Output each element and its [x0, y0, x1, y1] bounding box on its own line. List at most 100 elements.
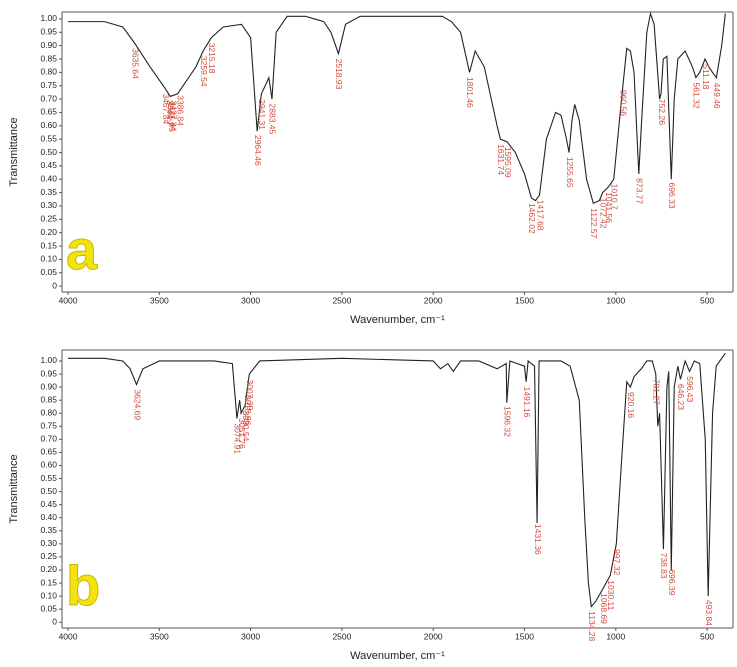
peak-label: 873.77: [635, 178, 645, 204]
y-tick-label: 0: [52, 280, 57, 290]
peak-label: 3259.54: [199, 56, 209, 87]
y-axis-label: Transmittance: [8, 117, 20, 186]
y-axis-label: Transmittance: [8, 454, 20, 523]
peak-label: 3215.18: [207, 43, 217, 74]
y-tick-label: 0.70: [40, 434, 57, 444]
y-tick-label: 0.85: [40, 53, 57, 63]
peak-label: 781.27: [651, 379, 661, 405]
y-tick-label: 0.15: [40, 240, 57, 250]
y-tick-label: 0.70: [40, 93, 57, 103]
y-tick-label: 0.75: [40, 80, 57, 90]
peak-label: 997.32: [612, 549, 622, 575]
panel-label: b: [66, 554, 100, 617]
peak-label: 1631.74: [496, 144, 506, 175]
y-tick-label: 0.60: [40, 460, 57, 470]
y-tick-label: 0.05: [40, 267, 57, 277]
peak-label: 3018.96: [243, 395, 253, 426]
peak-label: 2518.93: [334, 59, 344, 90]
peak-label: 2941.31: [257, 99, 267, 130]
y-tick-label: 0.80: [40, 407, 57, 417]
peak-label: 3444.7: [165, 100, 175, 126]
y-tick-label: 0.25: [40, 551, 57, 561]
panel-label: a: [66, 218, 98, 281]
y-tick-label: 0.65: [40, 107, 57, 117]
peak-label: 1030.11: [606, 580, 616, 610]
y-tick-label: 0: [52, 617, 57, 627]
x-tick-label: 2500: [332, 631, 351, 641]
peak-label: 3051.76: [237, 418, 247, 449]
peak-label: 1595.09: [503, 147, 513, 178]
peak-label: 3030.54: [241, 411, 251, 442]
y-tick-label: 0.10: [40, 254, 57, 264]
peak-label: 1596.32: [503, 406, 513, 437]
y-tick-label: 0.55: [40, 133, 57, 143]
peak-label: 752.26: [657, 99, 667, 125]
peak-label: 2883.45: [268, 104, 278, 135]
panel: 0 0.05 0.10 0.15 0.20 0.25 0.30 0.35 0.40 0.45 0.5…: [8, 11, 734, 326]
x-tick-label: 3000: [241, 295, 260, 305]
peak-label: 3435.05: [167, 101, 177, 132]
y-tick-label: 0.90: [40, 381, 57, 391]
x-tick-label: 2000: [424, 631, 443, 641]
peak-label: 3427.34: [168, 101, 178, 132]
x-tick-label: 2000: [424, 295, 443, 305]
y-tick-label: 0.85: [40, 394, 57, 404]
y-tick-label: 0.20: [40, 227, 57, 237]
x-tick-label: 1500: [515, 631, 534, 641]
y-tick-label: 0.35: [40, 187, 57, 197]
peak-label: 738.83: [659, 553, 669, 579]
peak-label: 1462.02: [527, 203, 537, 234]
peak-label: 1491.16: [522, 387, 532, 418]
y-tick-label: 0.95: [40, 27, 57, 37]
peak-label: 596.43: [685, 376, 695, 402]
peak-label: 646.23: [676, 384, 686, 410]
peak-label: 1072.42: [598, 198, 608, 229]
y-tick-label: 0.95: [40, 368, 57, 378]
y-tick-label: 0.05: [40, 603, 57, 613]
y-tick-label: 0.80: [40, 67, 57, 77]
x-tick-label: 1000: [606, 631, 625, 641]
peak-label: 2964.46: [253, 135, 263, 166]
y-tick-label: 0.10: [40, 590, 57, 600]
x-tick-label: 1000: [606, 295, 625, 305]
y-tick-label: 0.25: [40, 214, 57, 224]
peak-label: 561.32: [692, 83, 702, 109]
panel: 0 0.05 0.10 0.15 0.20 0.25 0.30 0.35 0.40 0.45 0.5…: [8, 349, 734, 662]
peak-label: 696.39: [667, 569, 677, 595]
peak-label: 1417.68: [535, 200, 545, 231]
peak-label: 3467.84: [161, 93, 171, 124]
y-tick-label: 0.35: [40, 525, 57, 535]
y-tick-label: 0.40: [40, 174, 57, 184]
y-tick-label: 0.30: [40, 538, 57, 548]
peak-label: 1068.69: [599, 593, 609, 624]
peak-label: 511.18: [701, 64, 711, 90]
x-tick-label: 1500: [515, 295, 534, 305]
x-tick-label: 3500: [150, 631, 169, 641]
peak-label: 1801.46: [465, 77, 475, 108]
y-tick-label: 0.50: [40, 147, 57, 157]
y-tick-label: 0.60: [40, 120, 57, 130]
peak-label: 1431.36: [533, 524, 543, 555]
peak-label: 1122.57: [589, 208, 599, 238]
spectrum-line: [68, 11, 726, 205]
x-tick-label: 2500: [332, 295, 351, 305]
y-tick-label: 0.45: [40, 160, 57, 170]
peak-label: 1041.56: [604, 192, 614, 223]
x-tick-label: 3000: [241, 631, 260, 641]
x-tick-label: 3500: [150, 295, 169, 305]
y-tick-label: 0.30: [40, 200, 57, 210]
y-tick-label: 0.40: [40, 512, 57, 522]
y-tick-label: 0.45: [40, 499, 57, 509]
peak-label: 493.84: [704, 600, 714, 626]
peak-label: 3624.69: [132, 389, 142, 420]
y-tick-label: 0.90: [40, 40, 57, 50]
peak-label: 1010.7: [610, 184, 620, 210]
y-tick-label: 1.00: [40, 13, 57, 23]
peak-label: 1134.28: [587, 611, 597, 641]
peak-label: 1255.65: [565, 157, 575, 188]
y-tick-label: 0.20: [40, 564, 57, 574]
peak-label: 3386.84: [176, 95, 186, 126]
x-tick-label: 500: [700, 631, 714, 641]
spectrum-line: [68, 352, 726, 608]
